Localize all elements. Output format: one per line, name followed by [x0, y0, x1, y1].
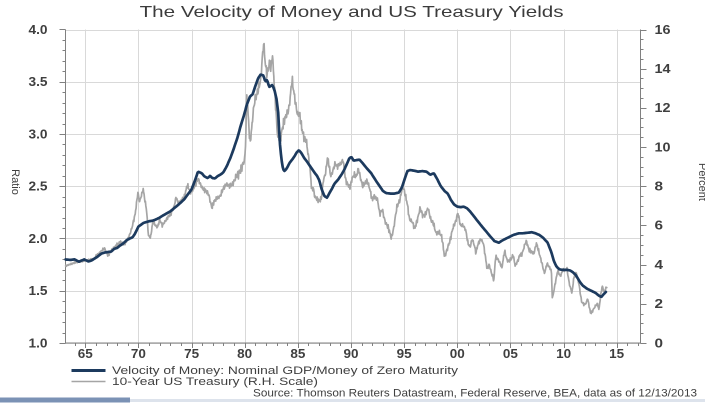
svg-text:2.5: 2.5	[29, 179, 48, 194]
svg-text:14: 14	[655, 61, 672, 76]
svg-text:4: 4	[655, 257, 664, 272]
svg-text:4.0: 4.0	[29, 22, 48, 37]
svg-text:8: 8	[655, 179, 664, 194]
svg-text:05: 05	[503, 346, 518, 361]
svg-text:2.0: 2.0	[29, 231, 48, 246]
svg-text:The Velocity of Money and US T: The Velocity of Money and US Treasury Yi…	[140, 4, 564, 21]
svg-text:Ratio: Ratio	[9, 169, 21, 195]
svg-text:1.5: 1.5	[29, 283, 48, 298]
svg-text:80: 80	[237, 346, 252, 361]
svg-text:75: 75	[184, 346, 199, 361]
svg-text:65: 65	[78, 346, 93, 361]
svg-text:2: 2	[655, 296, 664, 311]
svg-text:15: 15	[609, 346, 624, 361]
svg-text:Percent: Percent	[696, 163, 705, 201]
svg-text:70: 70	[131, 346, 146, 361]
svg-text:1.0: 1.0	[29, 335, 48, 350]
svg-text:90: 90	[344, 346, 359, 361]
svg-text:10-Year US Treasury (R.H. Scal: 10-Year US Treasury (R.H. Scale)	[112, 376, 318, 388]
svg-text:12: 12	[655, 100, 671, 115]
svg-text:3.0: 3.0	[29, 126, 48, 141]
svg-text:00: 00	[450, 346, 465, 361]
svg-text:85: 85	[290, 346, 305, 361]
svg-text:Source: Thomson Reuters Datast: Source: Thomson Reuters Datastream, Fede…	[253, 388, 697, 400]
svg-text:3.5: 3.5	[29, 74, 48, 89]
svg-text:Velocity of Money: Nominal GDP: Velocity of Money: Nominal GDP/Money of …	[112, 365, 458, 377]
svg-text:10: 10	[655, 139, 671, 154]
svg-text:0: 0	[655, 335, 664, 350]
svg-text:10: 10	[556, 346, 571, 361]
svg-text:6: 6	[655, 218, 664, 233]
svg-text:95: 95	[397, 346, 412, 361]
svg-text:16: 16	[655, 22, 671, 37]
